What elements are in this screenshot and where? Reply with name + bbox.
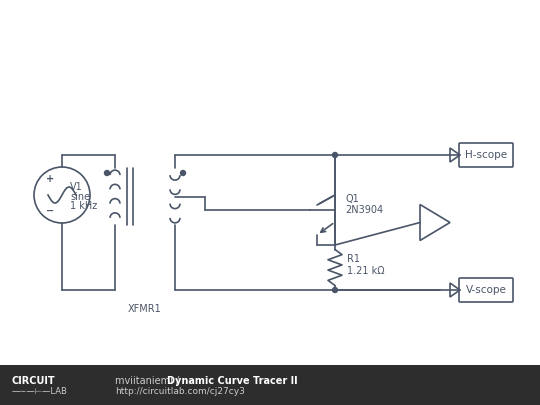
Text: Q1: Q1	[345, 194, 359, 204]
Text: +: +	[46, 174, 54, 184]
Circle shape	[333, 153, 338, 158]
Text: 1 kHz: 1 kHz	[70, 201, 97, 211]
Circle shape	[333, 288, 338, 292]
Text: 2N3904: 2N3904	[345, 205, 383, 215]
Polygon shape	[450, 283, 460, 297]
Text: Dynamic Curve Tracer II: Dynamic Curve Tracer II	[167, 376, 298, 386]
Text: —∼—⊢—LAB: —∼—⊢—LAB	[12, 386, 68, 396]
Text: V1: V1	[70, 182, 83, 192]
Polygon shape	[450, 148, 460, 162]
Text: V-scope: V-scope	[465, 285, 507, 295]
Text: XFMR1: XFMR1	[128, 304, 162, 314]
Text: −: −	[46, 206, 54, 216]
Text: R1: R1	[347, 254, 360, 264]
Text: H-scope: H-scope	[465, 150, 507, 160]
Text: mviitaniemi /: mviitaniemi /	[115, 376, 183, 386]
Bar	[0, 365, 540, 405]
Circle shape	[105, 171, 110, 175]
Text: sine: sine	[70, 192, 90, 202]
Text: CIRCUIT: CIRCUIT	[12, 376, 56, 386]
Text: http://circuitlab.com/cj27cy3: http://circuitlab.com/cj27cy3	[115, 386, 245, 396]
Circle shape	[180, 171, 186, 175]
Text: 1.21 kΩ: 1.21 kΩ	[347, 266, 384, 275]
